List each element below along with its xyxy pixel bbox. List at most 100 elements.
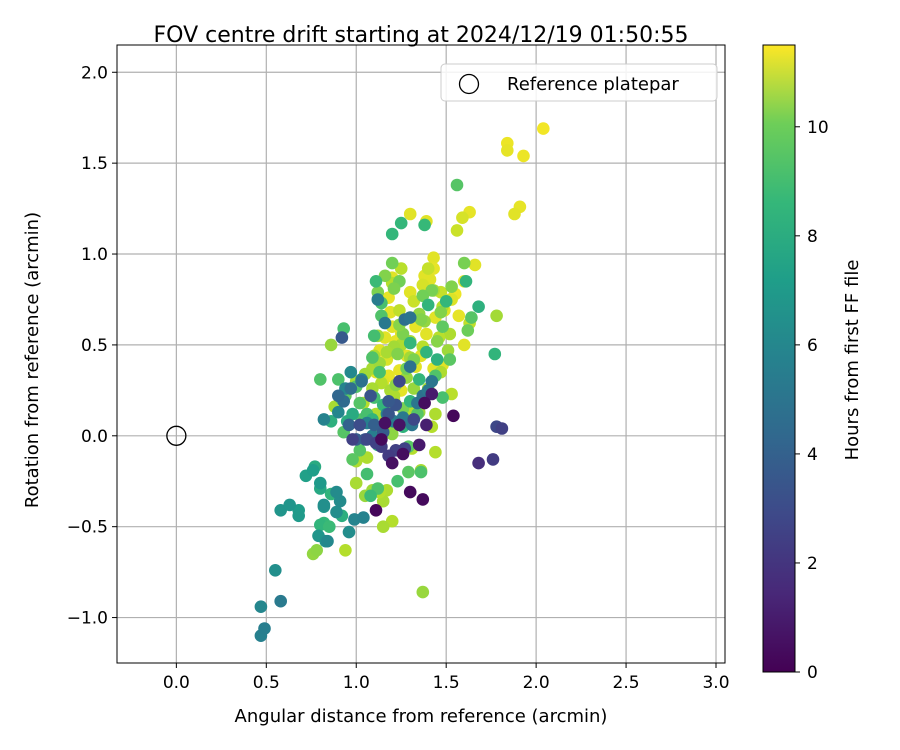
scatter-point [508, 207, 521, 221]
scatter-point [402, 465, 415, 479]
scatter-point [403, 207, 417, 221]
scatter-point [323, 520, 336, 533]
scatter-point [434, 305, 448, 319]
scatter-point [283, 498, 297, 512]
scatter-point [452, 309, 466, 323]
scatter-point [490, 309, 503, 323]
colorbar-label: Hours from first FF file [842, 260, 863, 461]
scatter-point [450, 224, 464, 237]
x-tick-label: 0.5 [253, 673, 280, 693]
scatter-point [387, 282, 401, 295]
scatter-point [254, 600, 268, 613]
scatter-point [346, 407, 359, 421]
scatter-point [429, 407, 442, 421]
scatter-point [332, 389, 345, 403]
scatter-point [420, 418, 433, 432]
scatter-point [416, 493, 430, 506]
scatter-point [427, 251, 440, 264]
scatter-point [472, 300, 485, 314]
scatter-point [342, 418, 356, 432]
scatter-point [425, 387, 439, 401]
scatter-point [385, 256, 399, 270]
scatter-point [393, 418, 406, 432]
x-axis-ticks: 0.0 0.5 1.0 1.5 2.0 2.5 3.0 [163, 663, 730, 693]
scatter-point [420, 327, 433, 341]
scatter-point [342, 525, 356, 539]
scatter-point [314, 476, 327, 490]
scatter-point [391, 347, 404, 361]
scatter-point [414, 313, 428, 326]
scatter-point [353, 396, 367, 410]
scatter-point [420, 345, 433, 359]
x-tick-label: 2.5 [613, 673, 640, 693]
scatter-point [324, 338, 338, 352]
scatter-point [332, 373, 345, 386]
scatter-point [461, 324, 475, 337]
scatter-point [429, 445, 442, 459]
scatter-point [376, 520, 390, 533]
scatter-point [393, 375, 406, 388]
scatter-point [501, 144, 514, 157]
scatter-point [416, 278, 430, 292]
scatter-point [407, 382, 421, 395]
scatter-point [346, 433, 359, 446]
x-tick-label: 1.5 [433, 673, 460, 693]
scatter-point [488, 347, 502, 361]
scatter-point [346, 453, 359, 466]
scatter-point [317, 498, 331, 512]
scatter-point [258, 622, 271, 635]
y-tick-label: 1.5 [81, 154, 108, 174]
legend-entry-reference: Reference platepar [507, 74, 679, 95]
scatter-point [391, 474, 404, 488]
colorbar-tick-label: 0 [807, 663, 818, 683]
scatter-point [537, 122, 550, 135]
scatter-point [447, 409, 460, 423]
scatter-point [456, 211, 469, 224]
scatter-point [382, 395, 395, 408]
scatter-point [430, 353, 444, 366]
scatter-point [330, 505, 343, 519]
scatter-point [418, 396, 431, 410]
scatter-point [457, 256, 471, 270]
scatter-point [364, 489, 377, 503]
scatter-point [414, 465, 428, 479]
scatter-point [335, 331, 349, 344]
scatter-point [495, 422, 509, 435]
scatter-point [439, 295, 453, 308]
scatter-point [367, 329, 381, 343]
scatter-point [353, 444, 367, 457]
y-tick-label: 0.0 [81, 427, 108, 447]
scatter-point [421, 298, 435, 312]
scatter-point [344, 365, 358, 379]
legend: Reference platepar [440, 63, 718, 102]
scatter-point [269, 564, 282, 577]
scatter-point [375, 433, 388, 446]
scatter-point [292, 509, 306, 523]
scatter-point [457, 338, 471, 352]
scatter-point [416, 585, 430, 599]
x-tick-label: 0.0 [163, 673, 190, 693]
scatter-point [425, 375, 439, 388]
plot-frame [116, 44, 726, 664]
colorbar: 0 2 4 6 8 10 Hours from first FF file [762, 44, 863, 683]
scatter-point [394, 262, 408, 275]
scatter-point [436, 320, 449, 334]
scatter-point [366, 351, 379, 364]
scatter-point [459, 275, 473, 288]
colorbar-ticks: 0 2 4 6 8 10 [795, 118, 829, 683]
colorbar-tick-label: 2 [807, 554, 818, 574]
x-tick-label: 1.0 [343, 673, 370, 693]
legend-box [440, 63, 718, 102]
scatter-point [403, 485, 417, 499]
scatter-point [385, 514, 399, 528]
scatter-point [274, 594, 288, 608]
scatter-point [412, 438, 426, 452]
scatter-point [378, 269, 392, 283]
scatter-point [443, 353, 457, 366]
scatter-point [355, 375, 368, 388]
scatter-point [385, 227, 399, 241]
scatter-point [465, 311, 478, 324]
scatter-point [314, 373, 327, 386]
scatter-point [330, 485, 343, 499]
